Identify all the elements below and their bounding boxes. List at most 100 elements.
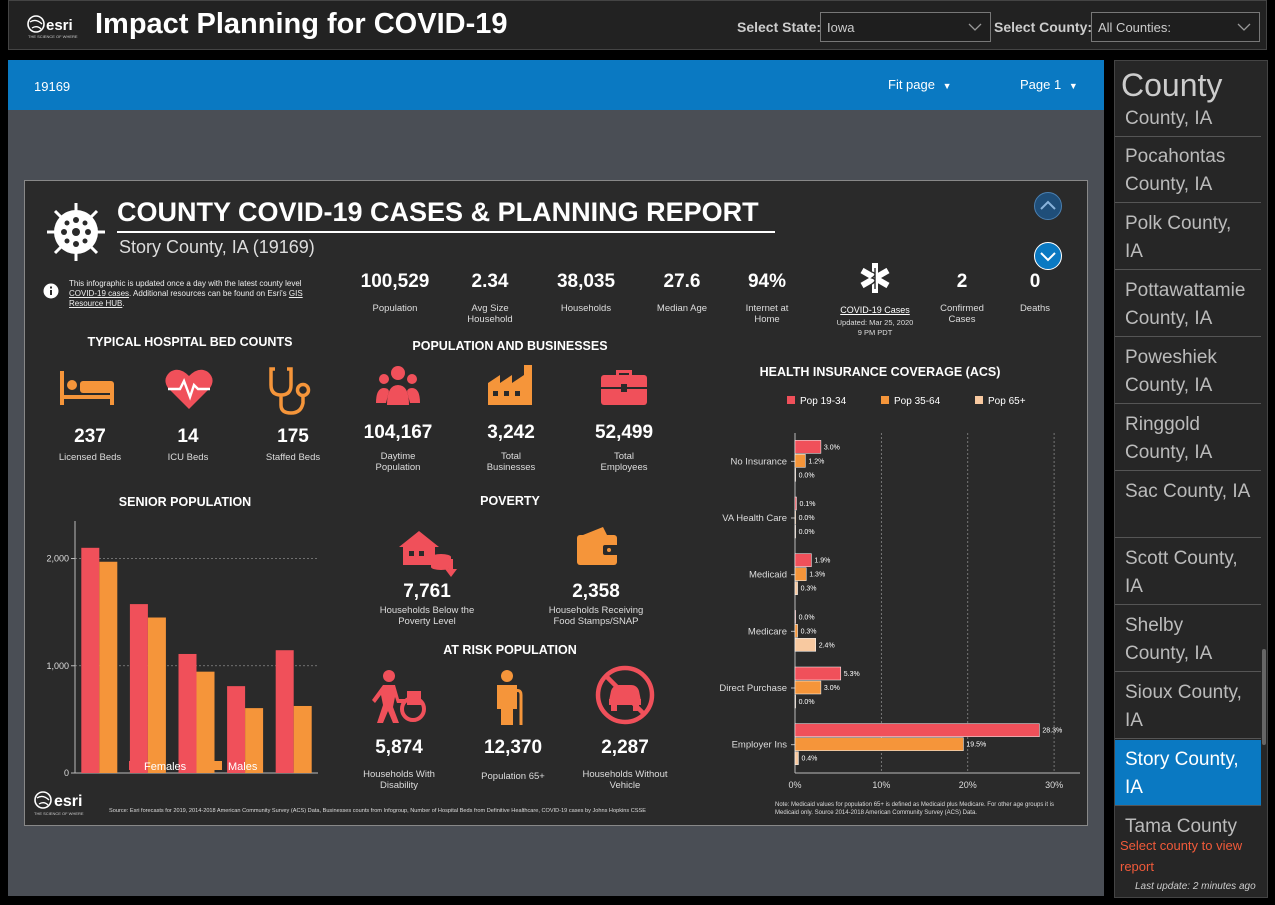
category-label: Direct Purchase (719, 683, 787, 694)
county-list-item[interactable]: Sioux County, IA (1115, 673, 1261, 739)
esri-logo: esri THE SCIENCE OF WHERE (27, 15, 78, 39)
county-list-item[interactable]: Sac County, IA (1115, 472, 1261, 538)
report-subtitle: Story County, IA (19169) (119, 237, 315, 257)
avg-household-label: Avg Size Household (467, 303, 513, 325)
food-stamps-value: 2,358 (572, 581, 620, 602)
legend-label: Pop 65+ (988, 396, 1026, 407)
county-select[interactable]: All Counties: (1091, 12, 1260, 42)
county-list-item[interactable]: Poweshiek County, IA (1115, 338, 1261, 404)
county-list-item[interactable]: County, IA (1115, 71, 1261, 137)
internet-label: Internet at Home (745, 303, 789, 325)
data-label: 1.9% (814, 558, 830, 565)
viewer-toolbar: 19169 Fit page ▼ Page 1 ▼ (8, 60, 1104, 110)
senior-population-chart: 0 1,000 2,000 65-69 70-74 75-79 80-84 85+ (46, 521, 318, 781)
bar-males (245, 708, 264, 773)
bed-icon (60, 371, 114, 405)
x-tick-label: 80-84 (234, 780, 257, 781)
report-title: COUNTY COVID-19 CASES & PLANNING REPORT (117, 197, 759, 227)
bar-pop-65- (794, 694, 796, 709)
bar-pop-35-64 (794, 737, 964, 751)
scroll-up-button[interactable] (1033, 191, 1063, 221)
sidebar-heading: County (1115, 61, 1261, 105)
data-label: 5.3% (844, 671, 860, 678)
total-businesses-label: Total Businesses (486, 451, 536, 473)
legend-swatch (213, 761, 222, 770)
y-tick-label: 1,000 (46, 661, 69, 671)
legend-label: Males (228, 761, 258, 773)
page-dropdown[interactable]: Page 1 ▼ (1020, 77, 1078, 92)
county-list-item[interactable]: Tama County (1115, 807, 1261, 841)
food-stamps-label: Households Receiving Food Stamps/SNAP (548, 605, 644, 627)
document-id: 19169 (34, 79, 71, 94)
title-underline (117, 231, 775, 233)
state-select[interactable]: Iowa (820, 12, 991, 42)
county-list-item[interactable]: Shelby County, IA (1115, 606, 1261, 672)
daytime-pop-value: 104,167 (363, 422, 433, 443)
no-vehicle-value: 2,287 (601, 737, 649, 758)
county-list-item[interactable]: Ringgold County, IA (1115, 405, 1261, 471)
bar-pop-35-64 (794, 567, 807, 581)
people-group-icon (376, 366, 420, 405)
data-label: 0.0% (799, 699, 815, 706)
senior-chart-legend: Females Males (129, 761, 258, 773)
select-county-prompt: Select county to view report (1120, 838, 1243, 874)
county-list-panel: County County, IA Pocahontas County, IA Po… (1114, 60, 1268, 898)
bar-pop-35-64 (794, 510, 796, 525)
covid-cases-report-link[interactable]: COVID-19 Cases (840, 305, 910, 315)
bar-pop-65- (794, 751, 799, 765)
app-header: esri THE SCIENCE OF WHERE Impact Plannin… (8, 0, 1267, 50)
data-label: 0.0% (799, 515, 815, 522)
legend-swatch (881, 396, 889, 404)
fit-page-dropdown[interactable]: Fit page ▼ (888, 77, 952, 92)
heart-monitor-icon (165, 369, 213, 409)
county-list-item[interactable]: Story County, IA (1115, 740, 1261, 806)
elderly-person-icon (497, 670, 523, 725)
avg-household-value: 2.34 (471, 271, 509, 292)
total-employees-label: Total Employees (600, 451, 648, 473)
total-employees-value: 52,499 (594, 422, 654, 443)
bar-females (178, 653, 197, 773)
x-tick-label: 30% (1045, 780, 1063, 790)
state-select-value: Iowa (827, 20, 855, 35)
licensed-beds-value: 237 (74, 426, 106, 447)
covid-cases-link[interactable]: COVID-19 cases (69, 289, 130, 298)
deaths-value: 0 (1029, 271, 1041, 292)
county-list-item[interactable]: Pottawattamie County, IA (1115, 271, 1261, 337)
svg-text:THE SCIENCE OF WHERE: THE SCIENCE OF WHERE (28, 34, 78, 39)
legend-swatch (787, 396, 795, 404)
x-tick-label: 10% (872, 780, 890, 790)
bar-males (99, 561, 118, 773)
licensed-beds-label: Licensed Beds (58, 452, 122, 463)
daytime-pop-label: Daytime Population (375, 451, 421, 473)
no-vehicle-label: Households Without Vehicle (582, 769, 668, 791)
data-label: 0.3% (801, 628, 817, 635)
median-age-value: 27.6 (663, 271, 701, 292)
disability-value: 5,874 (375, 737, 423, 758)
legend-swatch (975, 396, 983, 404)
below-poverty-label: Households Below the Poverty Level (379, 605, 475, 627)
county-list-item[interactable]: Pocahontas County, IA (1115, 137, 1261, 203)
county-list-item[interactable]: Scott County, IA (1115, 539, 1261, 605)
category-label: VA Health Care (722, 513, 787, 524)
state-select-label: Select State: (737, 19, 822, 35)
bar-pop-35-64 (794, 454, 806, 468)
data-label: 2.4% (819, 642, 835, 649)
county-list-item[interactable]: Polk County, IA (1115, 204, 1261, 270)
gis-hub-link[interactable]: GIS Resource HUB (69, 289, 303, 308)
scroll-down-button[interactable] (1033, 241, 1063, 271)
svg-text:THE SCIENCE OF WHERE: THE SCIENCE OF WHERE (34, 811, 84, 816)
scrollbar-thumb[interactable] (1262, 649, 1266, 745)
factory-icon (488, 365, 532, 405)
info-prefix: This infographic is updated once a day w… (69, 279, 302, 288)
svg-text:esri: esri (54, 793, 82, 810)
house-poverty-icon (399, 531, 457, 577)
at-risk-title: AT RISK POPULATION (443, 643, 577, 657)
report-viewer: 19169 Fit page ▼ Page 1 ▼ COU (8, 60, 1104, 896)
report-page: COUNTY COVID-19 CASES & PLANNING REPORT … (24, 180, 1088, 826)
internet-value: 94% (747, 271, 787, 292)
chevron-down-icon (968, 23, 982, 31)
bar-pop-19-34 (794, 440, 822, 454)
poverty-title: POVERTY (480, 494, 540, 508)
no-vehicle-icon (595, 665, 655, 725)
medical-star-icon (860, 263, 890, 293)
